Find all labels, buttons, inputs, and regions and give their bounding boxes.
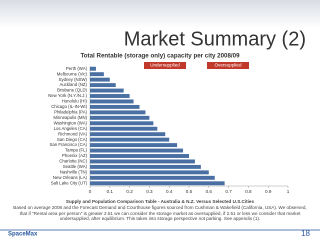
y-tick-label: Los Angeles (CA) (54, 126, 88, 131)
bar (90, 66, 96, 71)
bar (90, 148, 184, 153)
bar (90, 181, 225, 186)
y-tick-label: Phoenix (AZ) (62, 153, 88, 158)
y-tick-label: Philadelphia (PA) (54, 110, 87, 115)
bar (90, 110, 146, 115)
y-tick-label: San Francisco (CA) (50, 142, 88, 147)
y-tick-label: Brisbane (QLD) (57, 88, 87, 93)
bar (90, 159, 195, 164)
y-tick-label: Washington (WA) (54, 120, 88, 125)
x-tick-label: 0 (89, 189, 92, 194)
y-tick-label: Tampa (FL) (65, 148, 88, 153)
y-tick-label: Sydney (NSW) (59, 77, 88, 82)
bar (90, 164, 201, 169)
y-tick-label: Perth (WA) (66, 66, 88, 71)
chart-title: Total Rentable (storage only) capacity p… (80, 53, 240, 60)
bar (90, 126, 158, 131)
bar (90, 88, 124, 93)
logo: SpaceMax (8, 232, 38, 238)
y-tick-label: Minneapolis (MN) (53, 115, 87, 120)
x-tick-label: 0.4 (166, 189, 173, 194)
y-tick-label: Charlotte (NC) (59, 159, 87, 164)
bar (90, 104, 140, 109)
y-tick-label: Chicago (IL-IN-WI) (51, 104, 87, 109)
bar (90, 77, 110, 82)
bar (90, 132, 166, 137)
x-tick-label: 0.6 (206, 189, 213, 194)
x-tick-label: 0.2 (126, 189, 133, 194)
bar (90, 83, 116, 88)
header-band (0, 0, 320, 28)
x-tick-label: 0.7 (225, 189, 232, 194)
legend-box (144, 62, 186, 69)
bar (90, 137, 170, 142)
bar (90, 99, 134, 104)
y-tick-label: San Diego (CA) (57, 137, 88, 142)
bar (90, 115, 150, 120)
bar (90, 121, 154, 126)
slide-title: Market Summary (2) (124, 28, 306, 50)
y-tick-label: New York (N.Y./N.J.) (48, 93, 87, 98)
y-tick-label: Salt Lake City (UT) (51, 180, 88, 185)
x-tick-label: 1 (287, 189, 290, 194)
page-number: 18 (301, 229, 310, 238)
y-tick-label: Richmond (VA) (58, 131, 87, 136)
y-tick-label: New Orleans (LA) (53, 175, 88, 180)
y-tick-label: Nashville (TN) (60, 170, 88, 175)
y-tick-label: Auckland (NZ) (60, 82, 88, 87)
note-title: Supply and Population Comparison Table -… (65, 199, 255, 204)
annotation: Oversupplied (214, 63, 242, 68)
bar (90, 154, 189, 158)
y-tick-label: Seattle (WA) (63, 164, 88, 169)
bar (90, 143, 178, 148)
bar (90, 170, 209, 175)
x-tick-label: 0.3 (146, 189, 153, 194)
x-tick-label: 0.8 (245, 189, 252, 194)
y-tick-label: Honolulu (HI) (62, 99, 88, 104)
annotation: Undersupplied (150, 63, 180, 68)
legend-box (207, 62, 249, 69)
x-tick-label: 0.1 (107, 189, 114, 194)
bar (90, 94, 130, 98)
note-text: Based on average 2008 and the Forecast D… (13, 205, 307, 222)
bar (90, 72, 104, 77)
x-tick-label: 0.9 (265, 189, 272, 194)
y-tick-label: Melbourne (Vic) (57, 71, 88, 76)
x-tick-label: 0.5 (186, 189, 193, 194)
bar (90, 175, 215, 180)
